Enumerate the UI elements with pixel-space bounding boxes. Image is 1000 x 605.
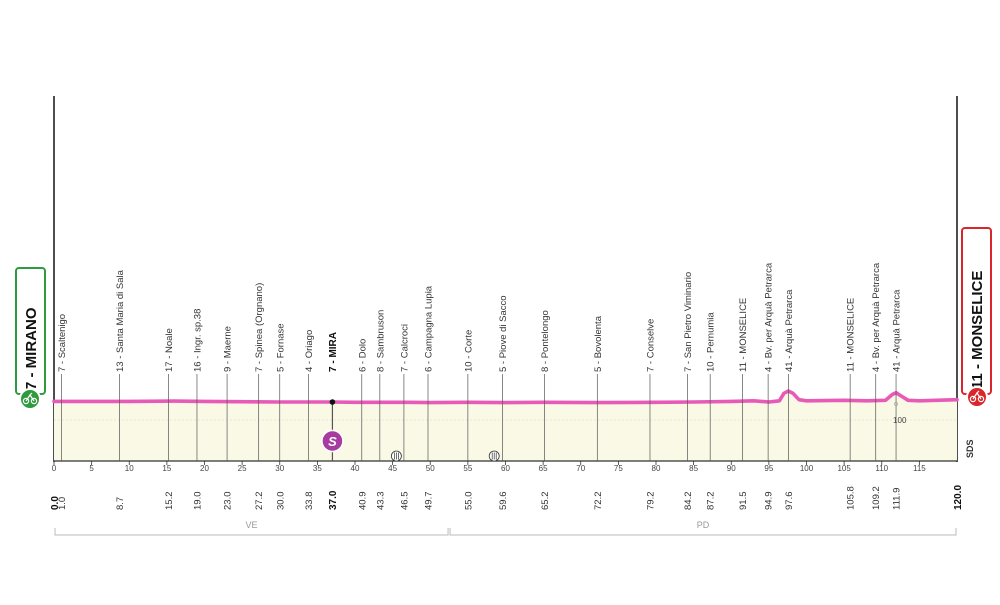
start-km: 0.0: [50, 496, 61, 510]
waypoint-label: 9 - Maerne: [223, 326, 234, 372]
finish-km: 120.0: [953, 485, 964, 510]
waypoint-label: 41 - Arquà Petrarca: [892, 289, 903, 372]
waypoint-km: 109.2: [871, 486, 882, 510]
waypoint-label: 16 - Ingr. sp.38: [192, 309, 203, 372]
waypoint-label: 5 - Bovolenta: [593, 315, 604, 372]
waypoint-label: 6 - Campagna Lupia: [423, 285, 434, 372]
x-tick-label: 110: [875, 464, 888, 473]
x-tick-label: 20: [200, 464, 209, 473]
x-tick-label: 10: [125, 464, 134, 473]
region-bracket: [449, 528, 957, 536]
x-tick-label: 95: [764, 464, 773, 473]
start-badge: 7 - MIRANO: [15, 267, 46, 410]
finish-bike-icon: [966, 386, 988, 408]
elevation-marker-label: 100: [893, 416, 907, 425]
waypoint-label: 8 - Pontelongo: [540, 310, 551, 372]
waypoint-label: 7 - MIRA: [328, 332, 339, 372]
region-label: VE: [246, 520, 258, 530]
x-tick-label: 65: [539, 464, 548, 473]
waypoint-label: 11 - MONSELICE: [846, 298, 857, 372]
waypoint-label: 7 - San Pietro Viminario: [683, 272, 694, 372]
x-tick-label: 40: [351, 464, 360, 473]
waypoint-km: 43.3: [375, 492, 386, 511]
x-tick-label: 55: [463, 464, 472, 473]
waypoint-label: 10 - Pernumia: [706, 312, 717, 372]
waypoint-km: 94.9: [764, 492, 775, 511]
waypoint-km: 87.2: [706, 492, 717, 511]
x-tick-label: 45: [388, 464, 397, 473]
waypoint-label: 41 - Arquà Petrarca: [784, 289, 795, 372]
waypoint-label: 11 - MONSELICE: [738, 298, 749, 372]
waypoint-km: 84.2: [683, 492, 694, 511]
x-tick-label: 85: [689, 464, 698, 473]
x-tick-label: 25: [238, 464, 247, 473]
elevation-marker-dot: [894, 402, 898, 406]
waypoint-label: 4 - Bv. per Arquà Petrarca: [871, 262, 882, 372]
waypoint-km: 37.0: [328, 490, 339, 510]
waypoint-km: 30.0: [275, 492, 286, 511]
start-bike-icon: [19, 388, 41, 410]
x-tick-label: 50: [426, 464, 435, 473]
cobblestone-icon: [390, 450, 402, 462]
x-tick-label: 60: [501, 464, 510, 473]
x-tick-label: 100: [800, 464, 814, 473]
waypoint-km: 40.9: [357, 492, 368, 511]
sds-label: SDS: [965, 439, 975, 458]
waypoint-label: 6 - Dolo: [357, 339, 368, 372]
x-tick-label: 15: [162, 464, 171, 473]
waypoint-km: 19.0: [192, 492, 203, 511]
waypoint-km: 1.0: [57, 497, 68, 510]
sprint-point: [329, 399, 336, 405]
waypoint-label: 17 - Noale: [164, 328, 175, 372]
waypoint-label: 5 - Fornase: [275, 323, 286, 372]
waypoint-km: 59.6: [498, 492, 509, 511]
region-bracket: [54, 528, 449, 536]
waypoint-km: 65.2: [540, 492, 551, 511]
waypoint-km: 105.8: [846, 486, 857, 510]
x-tick-label: 5: [89, 464, 94, 473]
waypoint-label: 4 - Oriago: [304, 330, 315, 372]
sprint-icon: [321, 429, 344, 453]
cobblestone-icon: [488, 450, 500, 462]
x-tick-label: 90: [727, 464, 736, 473]
waypoint-km: 15.2: [164, 492, 175, 511]
waypoint-label: 8 - Sambruson: [375, 310, 386, 372]
waypoint-label: 7 - Calcroci: [399, 324, 410, 372]
waypoint-km: 55.0: [463, 492, 474, 511]
waypoint-km: 111.9: [892, 488, 903, 510]
waypoint-label: 13 - Santa Maria di Sala: [115, 269, 126, 372]
waypoint-km: 27.2: [254, 492, 265, 511]
waypoint-km: 8.7: [115, 497, 126, 510]
finish-badge: 11 - MONSELICE: [961, 227, 992, 408]
x-tick-label: 70: [576, 464, 585, 473]
x-tick-label: 35: [313, 464, 322, 473]
finish-label: 11 - MONSELICE: [969, 271, 986, 389]
waypoint-km: 72.2: [593, 492, 604, 511]
profile-line: [52, 389, 959, 405]
waypoint-label: 4 - Bv. per Arquà Petrarca: [764, 262, 775, 372]
waypoint-label: 10 - Corte: [463, 330, 474, 372]
waypoint-label: 7 - Spinea (Orgnano): [254, 283, 265, 372]
x-tick-label: 105: [837, 464, 851, 473]
waypoint-km: 33.8: [304, 492, 315, 511]
waypoint-km: 91.5: [738, 492, 749, 511]
sprint-symbol: S: [328, 434, 337, 449]
waypoint-km: 49.7: [423, 492, 434, 511]
x-tick-label: 30: [275, 464, 284, 473]
x-tick-label: 80: [652, 464, 661, 473]
waypoint-label: 7 - Conselve: [645, 319, 656, 372]
waypoint-label: 5 - Piove di Sacco: [498, 295, 509, 372]
waypoint-km: 23.0: [223, 492, 234, 511]
waypoint-km: 46.5: [399, 492, 410, 511]
x-tick-label: 0: [52, 464, 57, 473]
waypoint-km: 79.2: [645, 492, 656, 511]
region-label: PD: [697, 520, 710, 530]
x-tick-label: 115: [913, 464, 926, 473]
waypoint-label: 7 - Scaltenigo: [57, 314, 68, 372]
start-label: 7 - MIRANO: [23, 307, 40, 390]
waypoint-km: 97.6: [784, 492, 795, 511]
x-tick-label: 75: [614, 464, 623, 473]
